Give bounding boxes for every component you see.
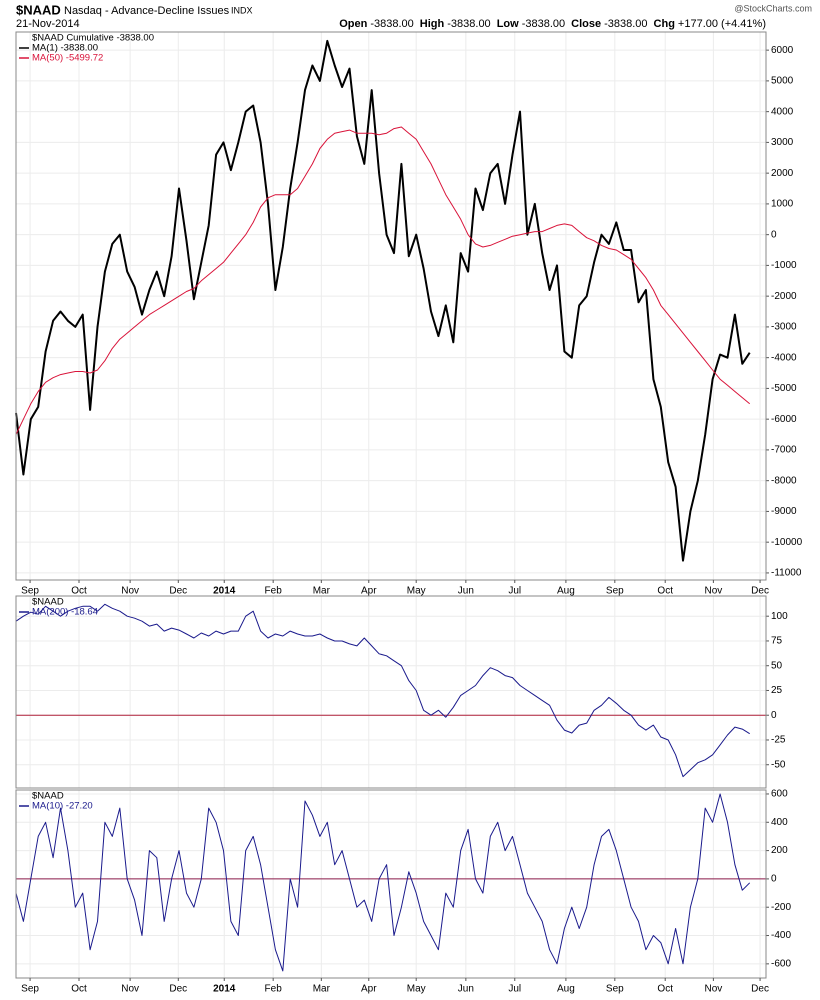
- y-tick-label: -3000: [771, 322, 797, 333]
- x-tick-label: Sep: [606, 586, 624, 597]
- y-tick-label: 200: [771, 845, 788, 856]
- y-tick-label: -5000: [771, 383, 797, 394]
- x-tick-label: Nov: [121, 586, 139, 597]
- y-tick-label: 0: [771, 710, 777, 721]
- y-tick-label: -11000: [771, 568, 802, 579]
- x-tick-label: Dec: [751, 984, 769, 995]
- legend-title: $NAAD Cumulative -3838.00: [32, 33, 154, 44]
- quote-label: Chg: [654, 18, 675, 30]
- quote: Open -3838.00 High -3838.00 Low -3838.00 Close…: [339, 18, 766, 30]
- y-tick-label: 400: [771, 817, 788, 828]
- legend-label: MA(1) -3838.00: [32, 43, 98, 54]
- x-tick-label: Oct: [71, 984, 87, 995]
- x-tick-label: Dec: [751, 586, 769, 597]
- x-tick-label: 2014: [213, 586, 236, 597]
- y-tick-label: 100: [771, 611, 788, 622]
- legend-title: $NAAD: [32, 791, 64, 802]
- y-tick-label: 0: [771, 229, 777, 240]
- x-tick-label: Oct: [71, 586, 87, 597]
- x-tick-label: Nov: [704, 586, 722, 597]
- quote-value: +177.00 (+4.41%): [678, 18, 766, 30]
- quote-label: Low: [497, 18, 519, 30]
- y-tick-label: 25: [771, 685, 783, 696]
- panel-background: [16, 790, 766, 978]
- x-tick-label: Apr: [361, 586, 377, 597]
- x-tick-label: May: [407, 984, 426, 995]
- data-line: [15, 793, 751, 972]
- x-tick-label: Jun: [458, 586, 474, 597]
- y-tick-label: -9000: [771, 506, 797, 517]
- x-tick-label: Apr: [361, 984, 377, 995]
- y-tick-label: 2000: [771, 168, 794, 179]
- y-tick-label: 75: [771, 636, 783, 647]
- security-name: Nasdaq - Advance-Decline Issues: [64, 5, 230, 17]
- y-tick-label: 600: [771, 789, 788, 800]
- panel-background: [16, 32, 766, 580]
- legend-label: MA(10) -27.20: [32, 801, 93, 812]
- quote-label: Close: [571, 18, 601, 30]
- y-tick-label: -10000: [771, 537, 803, 548]
- y-tick-label: -6000: [771, 414, 797, 425]
- quote-value: -3838.00: [522, 18, 565, 30]
- y-tick-label: 0: [771, 874, 777, 885]
- date: 21-Nov-2014: [16, 18, 80, 30]
- y-tick-label: -1000: [771, 260, 797, 271]
- x-tick-label: May: [407, 586, 426, 597]
- x-tick-label: Dec: [169, 586, 187, 597]
- x-tick-label: Sep: [21, 586, 39, 597]
- y-tick-label: -25: [771, 735, 786, 746]
- y-tick-label: -600: [771, 958, 791, 969]
- x-tick-label: Mar: [313, 586, 331, 597]
- y-tick-label: -50: [771, 759, 786, 770]
- data-line: [15, 603, 750, 778]
- x-tick-label: Sep: [21, 984, 39, 995]
- panel-frame: [15, 31, 767, 581]
- x-tick-label: Jul: [508, 984, 521, 995]
- quote-value: -3838.00: [604, 18, 647, 30]
- x-tick-label: Mar: [313, 984, 331, 995]
- x-tick-label: Oct: [657, 984, 673, 995]
- x-tick-label: Aug: [557, 984, 575, 995]
- quote-label: Open: [339, 18, 367, 30]
- quote-value: -3838.00: [447, 18, 490, 30]
- legend-title: $NAAD: [32, 597, 64, 608]
- panel-background: [16, 596, 766, 788]
- y-tick-label: 6000: [771, 45, 794, 56]
- x-tick-label: Jul: [508, 586, 521, 597]
- y-tick-label: -4000: [771, 352, 797, 363]
- data-line: [15, 39, 751, 562]
- x-tick-label: 2014: [213, 984, 236, 995]
- data-line: [15, 126, 751, 435]
- quote-value: -3838.00: [370, 18, 413, 30]
- symbol: $NAAD: [16, 2, 61, 17]
- x-tick-label: Nov: [121, 984, 139, 995]
- y-tick-label: -400: [771, 930, 791, 941]
- x-tick-label: Dec: [169, 984, 187, 995]
- y-tick-label: 50: [771, 660, 783, 671]
- quote-label: High: [420, 18, 445, 30]
- credit: @StockCharts.com: [734, 3, 812, 13]
- y-tick-label: 5000: [771, 76, 794, 87]
- x-tick-label: Feb: [265, 586, 283, 597]
- y-tick-label: 4000: [771, 106, 794, 117]
- legend-label: MA(200) -18.64: [32, 607, 98, 618]
- x-tick-label: Oct: [657, 586, 673, 597]
- y-tick-label: -2000: [771, 291, 797, 302]
- y-tick-label: -200: [771, 902, 791, 913]
- x-tick-label: Jun: [458, 984, 474, 995]
- x-tick-label: Feb: [265, 984, 283, 995]
- x-tick-label: Sep: [606, 984, 624, 995]
- x-tick-label: Aug: [557, 586, 575, 597]
- y-tick-label: 3000: [771, 137, 794, 148]
- exchange: INDX: [231, 5, 253, 15]
- y-tick-label: 1000: [771, 199, 794, 210]
- y-tick-label: -8000: [771, 475, 797, 486]
- panel-frame: [15, 595, 767, 789]
- y-tick-label: -7000: [771, 445, 797, 456]
- legend-label: MA(50) -5499.72: [32, 53, 103, 64]
- panel-frame: [15, 789, 767, 979]
- x-tick-label: Nov: [704, 984, 722, 995]
